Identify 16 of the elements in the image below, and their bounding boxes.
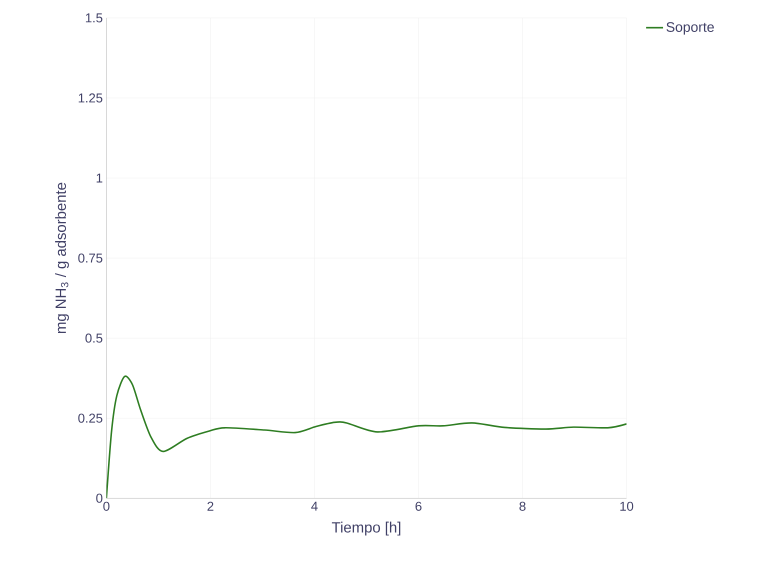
x-tick-label: 4 [311, 502, 318, 511]
x-tick-label: 0 [103, 502, 110, 511]
x-axis-title: Tiempo [h] [332, 522, 400, 536]
legend-label: Soporte [666, 22, 714, 35]
y-tick-label: 1.5 [86, 13, 102, 22]
x-tick-label: 8 [519, 502, 526, 511]
y-tick-label: 1.25 [78, 93, 102, 103]
x-tick-label: 10 [620, 502, 634, 511]
y-tick-label: 0.25 [78, 414, 102, 423]
y-axis-title: mg NH$_{3}$ / g adsorbente [55, 182, 69, 334]
y-tick-label: 0 [96, 494, 102, 503]
x-tick-label: 2 [207, 502, 214, 511]
x-tick-label: 6 [416, 502, 422, 511]
y-tick-label: 1 [96, 174, 102, 182]
y-tick-label: 0.75 [78, 254, 102, 263]
y-tick-label: 0.5 [85, 334, 102, 343]
